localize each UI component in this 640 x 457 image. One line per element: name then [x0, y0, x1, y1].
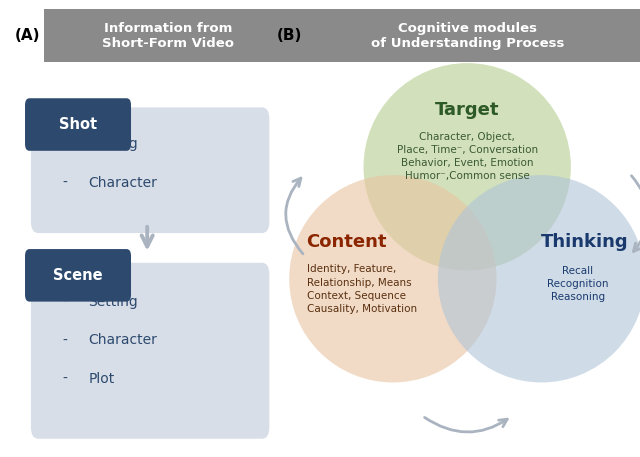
Text: Shot: Shot: [59, 117, 97, 132]
Text: -: -: [62, 334, 67, 347]
Text: Identity, Feature,
Relationship, Means
Context, Sequence
Causality, Motivation: Identity, Feature, Relationship, Means C…: [307, 264, 417, 314]
Ellipse shape: [289, 175, 497, 383]
FancyBboxPatch shape: [25, 98, 131, 151]
Text: Recall
Recognition
Reasoning: Recall Recognition Reasoning: [547, 266, 609, 302]
Text: Character: Character: [88, 334, 157, 347]
Text: Setting: Setting: [88, 295, 138, 308]
Text: (B): (B): [277, 28, 303, 43]
Ellipse shape: [438, 175, 640, 383]
Text: -: -: [62, 176, 67, 190]
Text: Character: Character: [88, 176, 157, 190]
Text: Character, Object,
Place, Time⁻, Conversation
Behavior, Event, Emotion
Humor⁻,Co: Character, Object, Place, Time⁻, Convers…: [397, 132, 538, 181]
FancyBboxPatch shape: [31, 263, 269, 439]
Text: -: -: [62, 372, 67, 386]
Text: Cognitive modules
of Understanding Process: Cognitive modules of Understanding Proce…: [371, 21, 564, 50]
Ellipse shape: [364, 63, 571, 271]
Text: Content: Content: [306, 234, 387, 251]
Text: Information from
Short-Form Video: Information from Short-Form Video: [102, 21, 234, 50]
Text: Setting: Setting: [88, 137, 138, 151]
Text: -: -: [62, 137, 67, 151]
FancyBboxPatch shape: [294, 9, 640, 62]
FancyBboxPatch shape: [44, 9, 294, 62]
Text: Plot: Plot: [88, 372, 115, 386]
Text: -: -: [62, 295, 67, 308]
Text: (A): (A): [15, 28, 40, 43]
Text: Thinking: Thinking: [541, 234, 629, 251]
FancyBboxPatch shape: [31, 107, 269, 233]
FancyBboxPatch shape: [25, 249, 131, 302]
Text: Scene: Scene: [53, 268, 103, 283]
Text: Target: Target: [435, 101, 499, 119]
